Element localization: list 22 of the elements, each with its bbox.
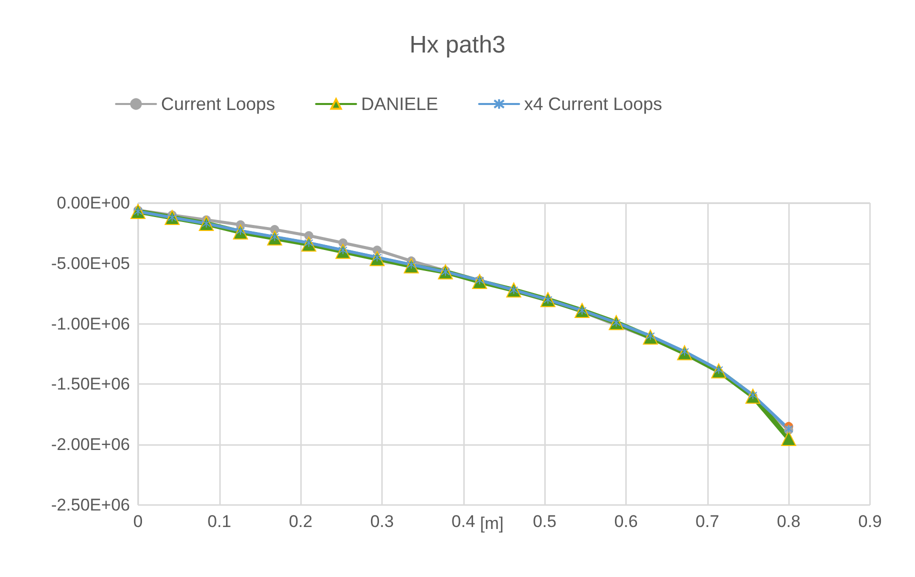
chart-title: Hx path3: [409, 32, 506, 58]
x-axis-title: [m]: [480, 514, 504, 533]
x-tick-label: 0.4: [452, 512, 476, 531]
x-tick-label: 0.1: [208, 512, 232, 531]
legend-label: Current Loops: [161, 94, 276, 114]
legend-label: x4 Current Loops: [524, 94, 662, 114]
x-tick-label: 0.3: [370, 512, 394, 531]
x-tick-label: 0.5: [532, 512, 556, 531]
y-tick-label: -5.00E+05: [51, 254, 130, 273]
y-tick-label: -1.50E+06: [51, 374, 130, 394]
x-tick-label: 0.7: [696, 512, 720, 531]
x-tick-label: 0.6: [614, 512, 638, 531]
x-tick-label: 0.2: [288, 512, 312, 531]
x-tick-label: 0: [133, 512, 143, 531]
y-tick-label: -2.00E+06: [51, 435, 130, 454]
x-tick-label: 0.8: [776, 512, 800, 531]
y-tick-label: 0.00E+00: [56, 194, 130, 212]
point: [781, 431, 796, 446]
x-tick-label: 0.9: [858, 512, 882, 531]
legend-label: DANIELE: [361, 94, 438, 114]
y-tick-label: -1.00E+06: [51, 314, 130, 334]
y-tick-label: -2.50E+06: [51, 496, 130, 514]
